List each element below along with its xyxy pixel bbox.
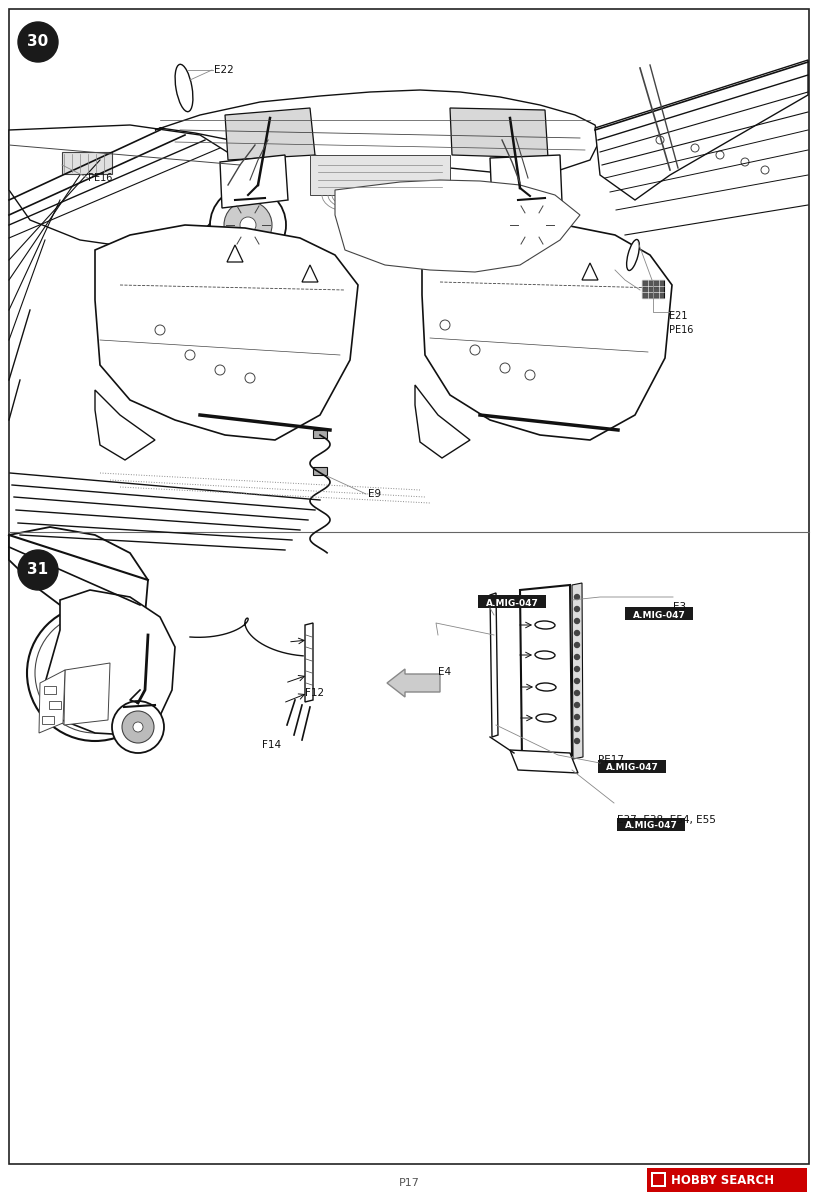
Polygon shape bbox=[225, 108, 315, 160]
Text: E37, E38, E54, E55: E37, E38, E54, E55 bbox=[617, 815, 716, 826]
Circle shape bbox=[574, 714, 579, 720]
Polygon shape bbox=[64, 662, 110, 725]
Polygon shape bbox=[572, 583, 583, 758]
Ellipse shape bbox=[175, 65, 193, 112]
Bar bbox=[44, 686, 56, 694]
Circle shape bbox=[574, 690, 579, 696]
Circle shape bbox=[574, 594, 579, 600]
Circle shape bbox=[574, 666, 579, 672]
Text: E3: E3 bbox=[673, 602, 686, 612]
FancyArrow shape bbox=[387, 670, 440, 697]
Circle shape bbox=[27, 605, 163, 740]
Circle shape bbox=[574, 702, 579, 708]
Circle shape bbox=[133, 722, 143, 732]
Bar bbox=[598, 760, 666, 773]
Bar bbox=[617, 818, 685, 830]
Text: F12: F12 bbox=[305, 688, 324, 698]
Text: F14: F14 bbox=[262, 740, 281, 750]
Circle shape bbox=[508, 200, 556, 248]
Circle shape bbox=[574, 630, 579, 636]
Polygon shape bbox=[490, 155, 562, 205]
Bar bbox=[49, 701, 61, 709]
Polygon shape bbox=[95, 226, 358, 440]
Bar bbox=[647, 1168, 807, 1192]
Text: A.MIG-047: A.MIG-047 bbox=[632, 611, 685, 619]
Circle shape bbox=[122, 710, 154, 743]
Circle shape bbox=[210, 187, 286, 263]
Text: A.MIG-047: A.MIG-047 bbox=[605, 763, 658, 773]
Polygon shape bbox=[9, 527, 148, 635]
Text: P17: P17 bbox=[398, 1178, 420, 1188]
Polygon shape bbox=[450, 108, 548, 158]
Polygon shape bbox=[422, 220, 672, 440]
Bar bbox=[642, 280, 664, 298]
Text: A.MIG-047: A.MIG-047 bbox=[625, 822, 677, 830]
Polygon shape bbox=[220, 155, 288, 208]
Polygon shape bbox=[595, 60, 808, 200]
Polygon shape bbox=[9, 125, 240, 250]
Polygon shape bbox=[305, 623, 313, 702]
Text: PE16: PE16 bbox=[88, 173, 112, 182]
Circle shape bbox=[494, 187, 570, 263]
Text: 30: 30 bbox=[27, 35, 48, 49]
Polygon shape bbox=[510, 750, 578, 773]
Bar bbox=[42, 716, 54, 724]
Polygon shape bbox=[95, 390, 155, 460]
Circle shape bbox=[574, 618, 579, 624]
Circle shape bbox=[574, 738, 579, 744]
Bar bbox=[651, 1172, 666, 1187]
Text: E21: E21 bbox=[669, 311, 687, 320]
Bar bbox=[478, 595, 546, 608]
Circle shape bbox=[574, 726, 579, 732]
Circle shape bbox=[524, 217, 540, 233]
Bar bbox=[625, 607, 693, 620]
Text: 31: 31 bbox=[28, 563, 48, 577]
Text: PE16: PE16 bbox=[669, 325, 694, 335]
Circle shape bbox=[18, 550, 58, 590]
Text: A.MIG-047: A.MIG-047 bbox=[486, 599, 538, 607]
Polygon shape bbox=[335, 180, 580, 272]
Bar bbox=[313, 430, 327, 438]
Circle shape bbox=[224, 200, 272, 248]
Polygon shape bbox=[155, 90, 600, 175]
Circle shape bbox=[112, 701, 164, 754]
Circle shape bbox=[574, 606, 579, 612]
Circle shape bbox=[35, 613, 155, 733]
Polygon shape bbox=[415, 385, 470, 458]
Polygon shape bbox=[45, 590, 175, 734]
Text: E22: E22 bbox=[214, 65, 234, 74]
Text: PE17: PE17 bbox=[598, 755, 624, 766]
Polygon shape bbox=[520, 584, 572, 760]
Polygon shape bbox=[310, 155, 450, 194]
Circle shape bbox=[240, 217, 256, 233]
Polygon shape bbox=[39, 670, 65, 733]
Text: HOBBY SEARCH: HOBBY SEARCH bbox=[671, 1174, 774, 1187]
Text: E4: E4 bbox=[438, 667, 451, 677]
Circle shape bbox=[574, 678, 579, 684]
Polygon shape bbox=[490, 593, 498, 737]
Bar bbox=[62, 152, 112, 174]
Text: E9: E9 bbox=[368, 490, 381, 499]
Ellipse shape bbox=[627, 240, 640, 270]
Circle shape bbox=[574, 642, 579, 648]
Bar bbox=[653, 1174, 664, 1186]
Circle shape bbox=[574, 654, 579, 660]
Circle shape bbox=[18, 22, 58, 62]
Bar bbox=[313, 467, 327, 475]
